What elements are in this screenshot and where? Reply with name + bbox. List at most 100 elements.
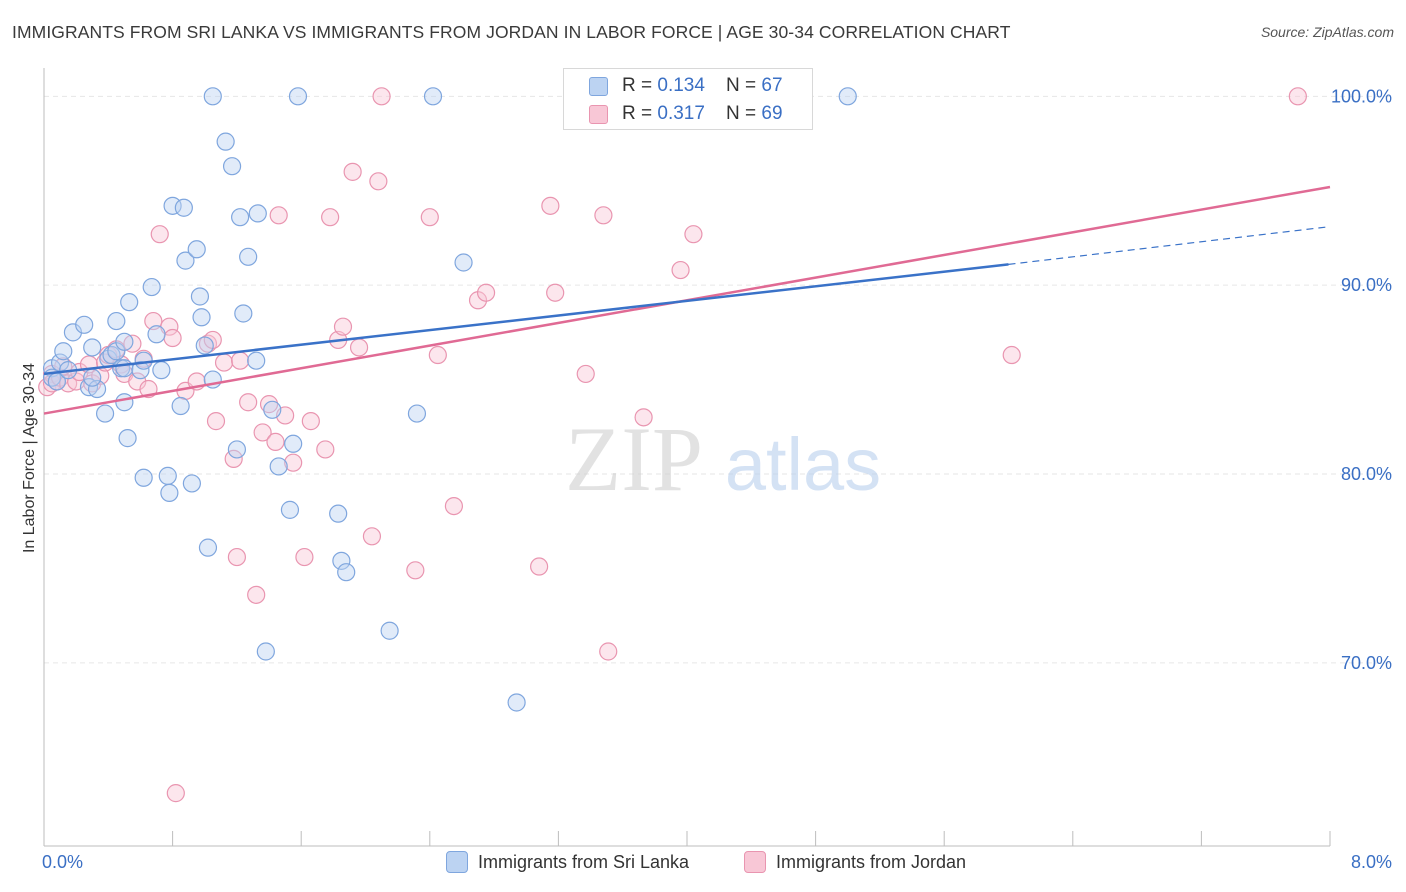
legend-label-sri-lanka: Immigrants from Sri Lanka [478,851,690,872]
legend-swatch-jordan [744,851,766,873]
stats-text-sri-lanka: R = 0.134 N = 67 [622,75,783,97]
swatch-jordan [589,104,608,124]
legend-label-jordan: Immigrants from Jordan [776,851,967,872]
y-tick-labels: 100.0% 90.0% 80.0% 70.0% [1331,86,1392,673]
data-point-sri-lanka [107,311,126,331]
x-tick-label-max: 8.0% [1350,852,1392,872]
data-point-sri-lanka [203,87,222,106]
data-point-sri-lanka [176,251,195,270]
y-tick-label: 100.0% [1331,86,1392,106]
series-sri-lanka-points [42,87,857,712]
grid-lines [44,95,1392,664]
data-point-sri-lanka [192,308,211,327]
data-point-jordan [206,412,226,431]
y-tick-label: 80.0% [1341,464,1392,484]
data-point-sri-lanka [87,379,107,399]
data-point-sri-lanka [174,198,193,217]
data-point-jordan [369,172,388,191]
data-point-jordan [227,547,246,567]
data-point-jordan [259,395,279,414]
data-point-jordan [295,547,314,567]
stats-text-jordan: R = 0.317 N = 69 [622,103,783,125]
data-point-sri-lanka [507,693,526,712]
data-point-sri-lanka [171,396,190,416]
data-point-jordan [349,338,369,357]
r-value-sri-lanka: 0.134 [657,75,705,96]
y-axis-label: In Labor Force | Age 30-34 [21,362,38,554]
data-point-jordan [321,208,340,227]
x-tick-label-min: 0.0% [42,852,84,872]
trend-line-sri-lanka-extension [1008,226,1331,265]
data-point-jordan [333,317,353,336]
data-point-sri-lanka [332,551,351,570]
n-label: N = [726,103,762,124]
data-point-sri-lanka [142,277,161,297]
data-point-jordan [546,283,565,302]
trend-lines [43,185,1331,415]
data-point-sri-lanka [83,368,102,387]
data-point-sri-lanka [288,87,308,106]
data-point-sri-lanka [280,500,300,519]
data-point-jordan [372,87,391,106]
data-point-sri-lanka [407,404,427,423]
data-point-sri-lanka [337,563,356,582]
data-point-sri-lanka [248,204,267,223]
data-point-sri-lanka [83,338,102,357]
watermark-atlas: atlas [725,423,881,506]
data-point-jordan [247,585,266,604]
y-tick-label: 90.0% [1341,275,1392,295]
data-point-sri-lanka [329,504,348,523]
legend-swatch-sri-lanka [446,851,468,873]
correlation-stats-box: R = 0.134 N = 67 R = 0.317 N = 69 [563,68,813,130]
data-point-jordan [231,351,250,370]
r-label: R = [622,103,658,124]
data-point-sri-lanka [454,253,473,272]
data-point-jordan [163,328,182,348]
data-point-sri-lanka [158,466,177,485]
data-point-jordan [269,206,288,225]
data-point-sri-lanka [120,293,139,312]
data-point-sri-lanka [75,315,94,334]
data-point-sri-lanka [222,157,242,176]
data-point-sri-lanka [234,304,253,323]
data-point-jordan [576,364,595,384]
data-point-jordan [671,260,690,280]
data-point-sri-lanka [284,434,303,453]
data-point-jordan [150,225,169,244]
y-tick-label: 70.0% [1341,653,1392,673]
n-value-sri-lanka: 67 [761,75,783,96]
legend: Immigrants from Sri Lanka Immigrants fro… [0,851,1406,877]
data-point-sri-lanka [134,468,153,487]
data-point-jordan [406,561,425,580]
data-point-jordan [239,393,258,412]
legend-item-jordan[interactable]: Immigrants from Jordan [744,851,966,873]
n-value-jordan: 69 [761,103,783,124]
data-point-jordan [594,206,613,225]
axes [43,68,1331,847]
data-point-sri-lanka [190,287,210,306]
data-point-sri-lanka [838,87,857,106]
n-label: N = [726,75,762,96]
data-point-sri-lanka [187,240,206,259]
data-point-sri-lanka [160,483,179,502]
r-label: R = [622,75,658,96]
chart-title: IMMIGRANTS FROM SRI LANKA VS IMMIGRANTS … [12,22,1011,42]
data-point-sri-lanka [115,332,134,351]
data-point-sri-lanka [247,351,266,370]
watermark: ZIP atlas [565,408,881,510]
data-point-sri-lanka [118,429,137,448]
data-point-jordan [599,642,618,661]
data-point-jordan [343,162,362,181]
legend-item-sri-lanka[interactable]: Immigrants from Sri Lanka [446,851,689,873]
data-point-sri-lanka [239,247,258,266]
data-point-jordan [684,225,703,244]
data-point-jordan [541,196,560,215]
trend-line-sri-lanka [43,263,1009,376]
data-point-sri-lanka [163,196,182,215]
data-point-sri-lanka [95,404,115,423]
data-point-sri-lanka [380,621,399,640]
swatch-sri-lanka [589,76,608,96]
data-point-jordan [476,283,496,302]
data-point-sri-lanka [227,440,246,459]
